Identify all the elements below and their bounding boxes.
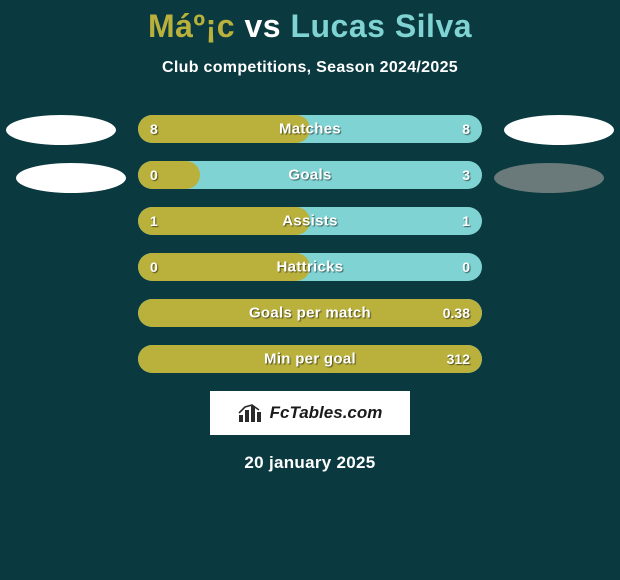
content-area: 8 Matches 8 0 Goals 3 1 Assists 1 0 Hatt… xyxy=(0,115,620,473)
stat-bar-goals: 0 Goals 3 xyxy=(138,161,482,189)
player2-name: Lucas Silva xyxy=(290,8,472,44)
stat-bars: 8 Matches 8 0 Goals 3 1 Assists 1 0 Hatt… xyxy=(138,115,482,373)
subtitle: Club competitions, Season 2024/2025 xyxy=(0,59,620,77)
page-title: Máº¡c vs Lucas Silva xyxy=(0,0,620,45)
player1-club-badge xyxy=(6,115,116,145)
stat-bar-matches: 8 Matches 8 xyxy=(138,115,482,143)
stat-bar-hattricks: 0 Hattricks 0 xyxy=(138,253,482,281)
stat-right-value: 312 xyxy=(447,351,470,367)
vs-text: vs xyxy=(244,8,281,44)
stat-bar-min-per-goal: Min per goal 312 xyxy=(138,345,482,373)
stat-right-value: 0 xyxy=(462,259,470,275)
stat-label: Matches xyxy=(138,121,482,138)
stat-right-value: 0.38 xyxy=(443,305,470,321)
player1-nation-badge xyxy=(16,163,126,193)
stat-bar-assists: 1 Assists 1 xyxy=(138,207,482,235)
stat-label: Assists xyxy=(138,213,482,230)
stat-label: Hattricks xyxy=(138,259,482,276)
stat-right-value: 3 xyxy=(462,167,470,183)
stat-bar-goals-per-match: Goals per match 0.38 xyxy=(138,299,482,327)
comparison-card: Máº¡c vs Lucas Silva Club competitions, … xyxy=(0,0,620,580)
stat-right-value: 1 xyxy=(462,213,470,229)
date-text: 20 january 2025 xyxy=(0,453,620,473)
source-badge: FcTables.com xyxy=(210,391,410,435)
stat-label: Goals per match xyxy=(138,305,482,322)
stat-label: Min per goal xyxy=(138,351,482,368)
player2-club-badge xyxy=(504,115,614,145)
stat-label: Goals xyxy=(138,167,482,184)
fctables-logo-icon xyxy=(238,403,264,423)
player1-name: Máº¡c xyxy=(148,8,235,44)
player2-nation-badge xyxy=(494,163,604,193)
stat-right-value: 8 xyxy=(462,121,470,137)
source-badge-text: FcTables.com xyxy=(270,403,383,423)
